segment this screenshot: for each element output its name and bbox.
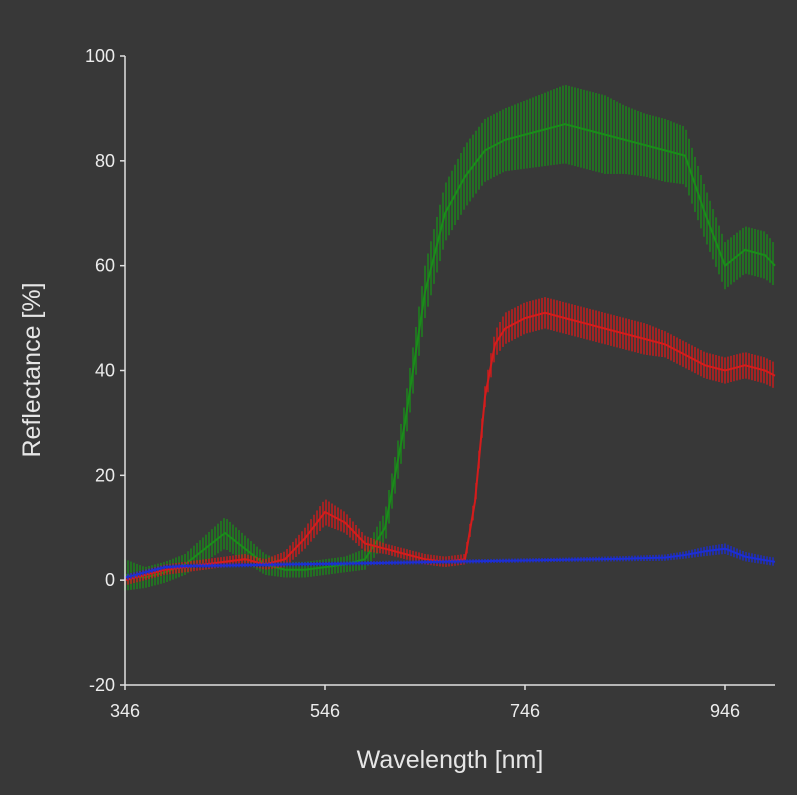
x-tick-label: 546 — [310, 701, 340, 721]
series-0-line — [124, 123, 776, 579]
x-tick-label: 346 — [110, 701, 140, 721]
series-2 — [124, 543, 776, 581]
x-tick-label: 946 — [710, 701, 740, 721]
y-tick-label: 0 — [105, 570, 115, 590]
y-tick-label: 20 — [95, 465, 115, 485]
series-2-line — [124, 547, 776, 579]
y-tick-label: 100 — [85, 46, 115, 66]
x-tick-label: 746 — [510, 701, 540, 721]
y-tick-label: -20 — [89, 675, 115, 695]
ticks-layer: -20 0 20 40 60 80 100 346 546 746 946 — [85, 46, 740, 721]
y-axis-title: Reflectance [%] — [18, 282, 46, 457]
y-tick-label: 40 — [95, 361, 115, 381]
series-layer — [124, 85, 776, 591]
y-tick-label: 60 — [95, 256, 115, 276]
x-axis-title: Wavelength [nm] — [357, 746, 544, 774]
series-1 — [124, 297, 776, 586]
y-tick-label: 80 — [95, 151, 115, 171]
series-1-line — [124, 311, 776, 582]
